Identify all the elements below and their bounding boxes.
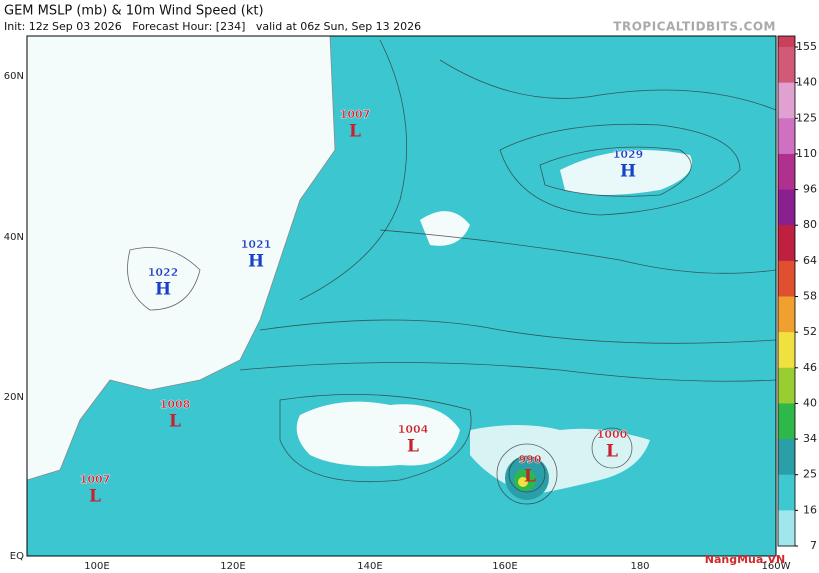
calm-area <box>296 401 460 467</box>
lon-label: 140E <box>357 561 382 572</box>
center-letter: L <box>349 122 361 142</box>
center-letter: H <box>248 252 264 272</box>
colorbar-segment <box>778 118 795 155</box>
colorbar: 155 140 125 110 96 80 64 58 52 46 40 34 25 16 7 <box>777 35 817 552</box>
colorbar-label: 96 <box>803 183 817 196</box>
isobar <box>496 443 558 505</box>
colorbar-cap <box>778 36 795 47</box>
colorbar-label: 58 <box>803 290 817 303</box>
colorbar-segment <box>778 403 795 440</box>
colorbar-segment <box>778 153 795 191</box>
center-value: 1029 <box>613 148 644 161</box>
lon-label: 160E <box>492 561 517 572</box>
calm-land <box>27 36 335 480</box>
colorbar-segment <box>778 260 795 297</box>
center-value: 990 <box>519 453 542 466</box>
axes: 60N 40N 20N EQ 100E 120E 140E 160E 180 160W <box>4 71 791 572</box>
isobar <box>279 393 472 483</box>
center-letter: L <box>407 437 419 457</box>
colorbar-label: 80 <box>803 218 817 231</box>
center-value: 1007 <box>340 108 371 121</box>
center-value: 1021 <box>241 238 272 251</box>
center-letter: L <box>89 487 101 507</box>
isobar <box>591 427 633 469</box>
colorbar-label: 125 <box>796 111 817 124</box>
center-value: 1008 <box>160 398 191 411</box>
lat-label: 20N <box>4 392 24 403</box>
colorbar-segment <box>778 510 795 547</box>
center-value: 1004 <box>398 423 429 436</box>
colorbar-label: 34 <box>803 432 817 445</box>
center-value: 1007 <box>80 473 111 486</box>
site-name: TROPICALTIDBITS.COM <box>613 20 776 34</box>
isobar <box>239 362 776 382</box>
colorbar-label: 46 <box>803 361 817 374</box>
isobar <box>259 319 776 344</box>
colorbar-label: 140 <box>796 76 817 89</box>
lat-label: 40N <box>4 232 24 243</box>
colorbar-label: 25 <box>803 468 817 481</box>
colorbar-segment <box>778 332 795 369</box>
colorbar-label: 64 <box>803 254 817 267</box>
watermark: NangMua.VN <box>705 553 785 566</box>
lat-label: EQ <box>10 551 24 562</box>
center-letter: L <box>169 412 181 432</box>
lon-label: 180 <box>630 561 649 572</box>
colorbar-segment <box>778 47 795 84</box>
storm-core <box>518 477 528 487</box>
isobar <box>539 146 692 197</box>
colorbar-label: 52 <box>803 325 817 338</box>
colorbar-segment <box>778 225 795 262</box>
colorbar-label: 7 <box>810 539 817 552</box>
isobar <box>127 247 201 311</box>
lon-label: 160W <box>762 561 791 572</box>
colorbar-segment <box>778 367 795 404</box>
colorbar-segment <box>778 439 795 476</box>
center-letter: H <box>620 162 636 182</box>
colorbar-label: 16 <box>803 503 817 516</box>
center-value: 1000 <box>597 428 628 441</box>
colorbar-label: 40 <box>803 396 817 409</box>
isobar <box>499 123 741 216</box>
center-value: 1022 <box>148 266 179 279</box>
center-letter: L <box>524 467 536 487</box>
title: GEM MSLP (mb) & 10m Wind Speed (kt) <box>4 4 264 19</box>
colorbar-segment <box>778 189 795 226</box>
map-area <box>27 36 776 556</box>
map-frame <box>26 35 777 557</box>
colorbar-segment <box>778 296 795 333</box>
init-info: Init: 12z Sep 03 2026 Forecast Hour: [23… <box>4 20 421 33</box>
lat-label: 60N <box>4 71 24 82</box>
isobar <box>508 455 546 493</box>
center-letter: L <box>606 442 618 462</box>
colorbar-segment <box>778 474 795 511</box>
isobar <box>439 59 776 111</box>
colorbar-label: 110 <box>796 147 817 160</box>
colorbar-segment <box>778 82 795 119</box>
lon-label: 120E <box>220 561 245 572</box>
calm-area <box>560 150 692 195</box>
colorbar-label: 155 <box>796 40 817 53</box>
colorbar-frame <box>777 35 796 547</box>
lon-label: 100E <box>84 561 109 572</box>
center-letter: H <box>155 280 171 300</box>
coastline <box>27 36 336 481</box>
isobar <box>379 229 776 274</box>
isobar <box>299 39 408 301</box>
